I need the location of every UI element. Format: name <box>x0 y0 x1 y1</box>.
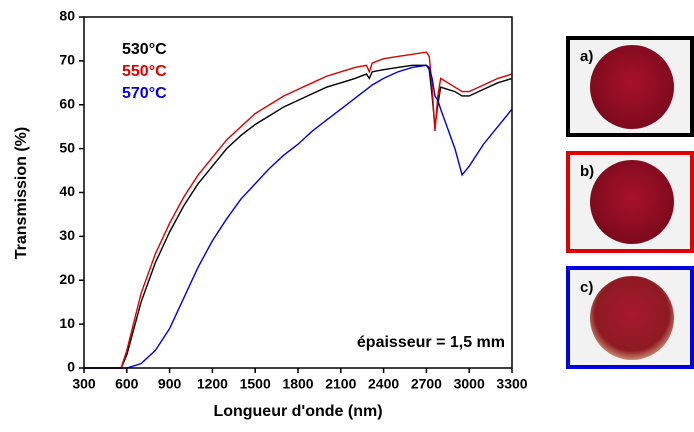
y-tick-label: 80 <box>59 8 75 24</box>
panel-label: b) <box>580 163 594 180</box>
x-tick-label: 2700 <box>411 376 442 392</box>
annotation: épaisseur = 1,5 mm <box>357 334 505 351</box>
x-tick-label: 1500 <box>240 376 271 392</box>
panel-b <box>566 151 694 253</box>
x-tick-label: 3000 <box>454 376 485 392</box>
x-tick-label: 1200 <box>197 376 228 392</box>
x-tick-label: 2400 <box>368 376 399 392</box>
x-tick-label: 300 <box>72 376 96 392</box>
y-tick-label: 70 <box>59 52 75 68</box>
series-line <box>84 51 513 369</box>
series-line <box>84 64 513 369</box>
y-tick-label: 30 <box>59 227 75 243</box>
y-tick-label: 0 <box>67 359 75 375</box>
panel-label: c) <box>580 279 593 296</box>
legend-label: 570°C <box>122 85 167 102</box>
x-tick-label: 600 <box>115 376 139 392</box>
legend-label: 530°C <box>122 41 167 58</box>
y-tick-label: 40 <box>59 183 75 199</box>
y-tick-label: 60 <box>59 95 75 111</box>
legend-label: 550°C <box>122 63 167 80</box>
y-axis-title: Transmission (%) <box>13 127 30 259</box>
plot-frame <box>83 16 513 369</box>
y-tick-label: 20 <box>59 271 75 287</box>
x-axis-title: Longueur d'onde (nm) <box>213 403 382 420</box>
x-tick-label: 2100 <box>325 376 356 392</box>
panel-label: a) <box>580 48 593 65</box>
x-tick-label: 1800 <box>282 376 313 392</box>
series-line <box>84 64 513 369</box>
y-tick-label: 10 <box>59 315 75 331</box>
x-tick-label: 3300 <box>496 376 527 392</box>
panel-a <box>566 36 694 137</box>
panel-c <box>566 266 694 369</box>
x-tick-label: 900 <box>158 376 182 392</box>
y-tick-label: 50 <box>59 139 75 155</box>
